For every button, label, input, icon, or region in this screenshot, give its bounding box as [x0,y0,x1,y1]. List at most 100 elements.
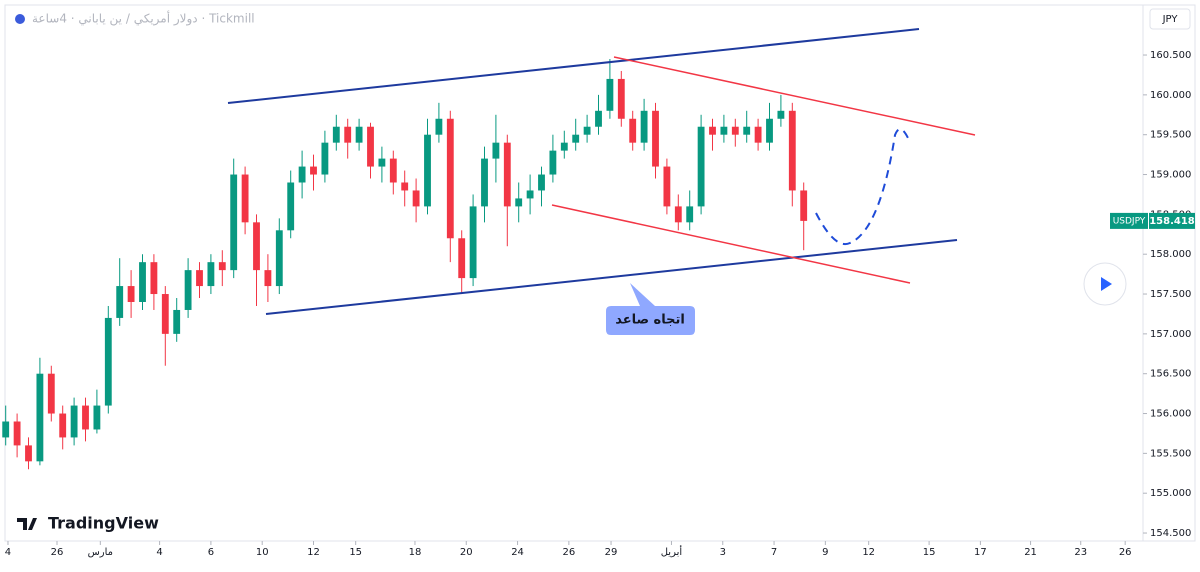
x-tick-label: 4 [156,547,162,558]
candle-body [378,158,386,167]
candle-body [59,413,67,438]
candle-body [743,126,751,135]
candle-body [720,126,728,135]
candle-body [367,126,374,167]
x-tick-label: 12 [862,547,875,558]
x-tick-label: 23 [1074,547,1087,558]
candle-body [70,405,78,438]
y-tick-label: 158.000 [1150,249,1191,260]
candle-body [731,126,739,135]
currency-box [1149,8,1191,30]
last-price-tag: USDJPY 158.418 [1110,212,1195,229]
x-tick-label: 26 [1119,547,1132,558]
candle-body [207,262,215,287]
candle-body [36,373,44,462]
x-tick-label: 15 [923,547,936,558]
brand: TradingView [48,514,159,533]
candle-body [332,126,340,143]
candle-body [777,110,785,119]
x-tick-label: 9 [822,547,828,558]
candle-body [139,262,146,302]
price-tag [1149,212,1195,229]
x-tick-label: 17 [974,547,987,558]
y-tick-label: 159.000 [1150,170,1191,181]
flag-icon [15,14,25,24]
candle-body [492,142,500,159]
x-tick-label: 7 [771,547,777,558]
candle-body [47,373,55,414]
candle-body [161,294,169,334]
candle-body [560,142,568,151]
candle-body [127,286,135,302]
candle-body [754,126,762,143]
candle-body [25,445,32,462]
candle-body [310,166,317,175]
candle-body [253,222,260,271]
x-tick-label: 20 [460,547,473,558]
y-tick-label: 157.500 [1150,289,1191,300]
candle-body [469,206,477,279]
channel-upper [227,28,920,104]
candle-body [104,317,112,406]
candle-body [287,182,295,231]
x-tick-label: 12 [307,547,320,558]
callout [606,283,695,335]
candle-body [686,206,694,223]
candle-body [196,270,203,287]
x-tick-label: 4 [5,547,11,558]
candle-body [446,118,454,239]
frame [4,4,1196,542]
candle-body [709,126,716,135]
wedge-upper [613,56,976,136]
candle-body [82,405,89,430]
candle-body [2,421,10,438]
wedge-lower [551,204,911,284]
candle-body [663,166,671,207]
candle-body [549,150,557,175]
x-tick-label: 26 [51,547,64,558]
x-tick-label: 6 [208,547,214,558]
symbol-label: USDJPY [1113,216,1146,226]
candle-body [617,78,625,119]
y-tick-label: 160.500 [1150,50,1191,61]
candle-body [595,110,602,127]
y-tick-label: 155.000 [1150,488,1191,499]
candle-body [629,118,637,143]
y-tick-label: 156.000 [1150,409,1191,420]
y-tick-label: 160.000 [1150,90,1191,101]
candle-body [298,166,306,183]
symbol-title: دولار أمريكي / ين ياباني · 4ساعة · Tickm… [32,11,255,27]
x-tick-label: 3 [720,547,726,558]
last-price-label: 158.418 [1149,216,1195,227]
candle-body [401,182,409,191]
x-tick-label: مارس [88,547,113,558]
candle-body [606,78,614,111]
y-tick-label: 157.000 [1150,329,1191,340]
candle-body [264,270,272,287]
candle-body [526,190,534,199]
candle-body [572,134,580,143]
play-icon [1101,277,1112,291]
candle-body [412,190,420,207]
callout-text: اتجاه صاعد [615,313,685,328]
candle-body [538,174,545,191]
channel-lower [265,239,958,315]
candle-body [150,262,158,295]
x-tick-label: 26 [562,547,575,558]
candle-body [652,110,659,167]
candle-body [321,142,329,175]
y-tick-label: 154.500 [1150,528,1191,539]
candle-body [218,262,226,271]
symbol-tag [1110,212,1148,229]
projection-path [815,128,909,246]
x-tick-label: 10 [256,547,269,558]
y-tick-label: 155.500 [1150,448,1191,459]
candle-body [93,405,101,430]
y-tick-label: 156.500 [1150,369,1191,380]
candle-body [674,206,682,223]
candle-body [800,190,808,221]
x-tick-label: أبريل [661,545,683,558]
candle-body [275,230,283,287]
x-tick-label: 18 [409,547,422,558]
